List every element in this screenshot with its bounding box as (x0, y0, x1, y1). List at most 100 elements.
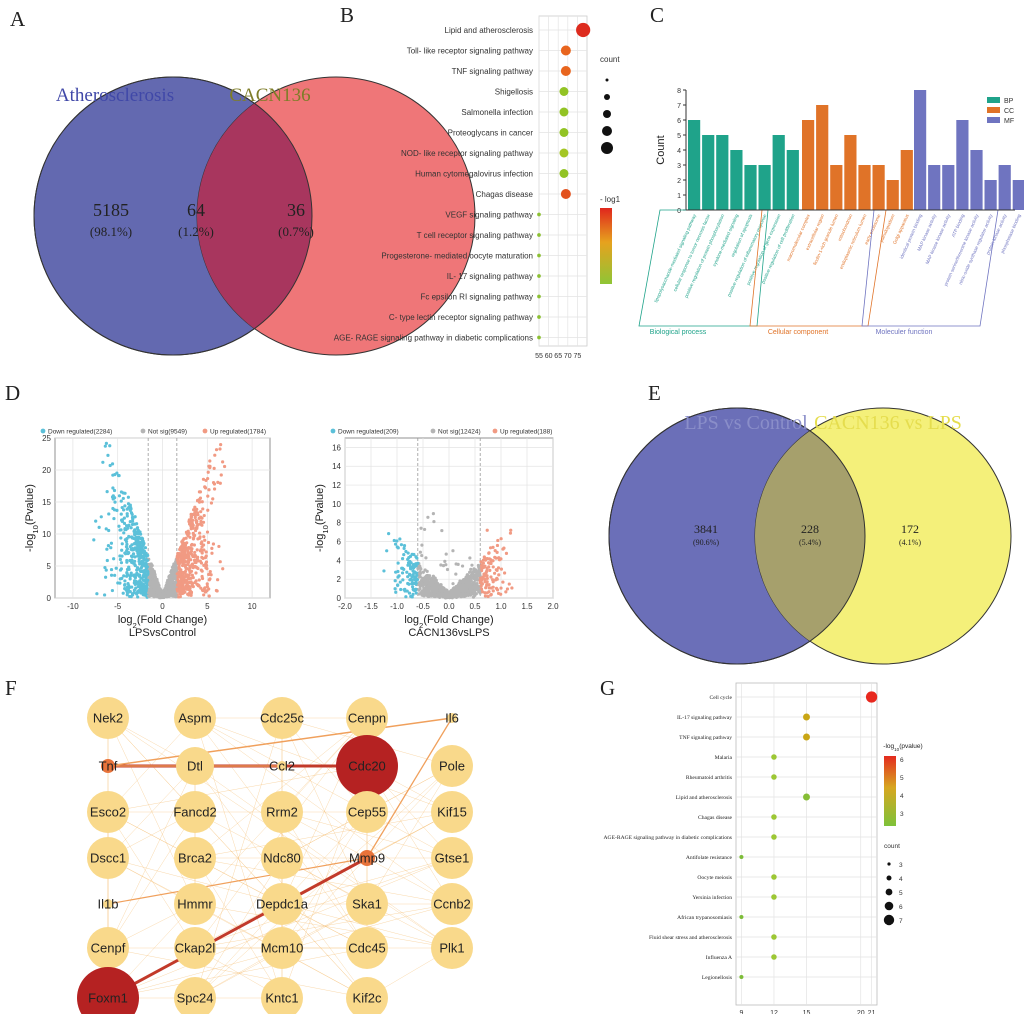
node-circle (101, 759, 115, 773)
volcano-point (177, 581, 181, 585)
volcano-point (420, 589, 424, 593)
volcano-point (140, 564, 145, 568)
network-node: Cdc25c (260, 697, 305, 739)
bubble-point (771, 874, 777, 880)
volcano-point (200, 500, 204, 504)
volcano-point (489, 575, 493, 579)
node-circle (261, 837, 303, 879)
volcano-point (421, 576, 425, 580)
node-circle (359, 850, 375, 866)
volcano-point (166, 594, 170, 598)
volcano-point (172, 564, 176, 569)
volcano-point (119, 567, 123, 571)
volcano-point (207, 488, 211, 492)
volcano-point (487, 551, 491, 555)
volcano-point (445, 591, 449, 595)
node-circle (431, 745, 473, 787)
panel-label-c: C (650, 3, 664, 27)
venn-e-left-pct: (90.6%) (693, 538, 719, 547)
volcano-point (133, 555, 137, 559)
volcano-point (130, 512, 134, 517)
volcano-point (175, 587, 179, 591)
x-tick-label: 9 (739, 1010, 743, 1014)
volcano-point (137, 584, 141, 588)
volcano-point (422, 594, 426, 598)
volcano-point (134, 542, 138, 546)
node-label: Ska1 (352, 897, 382, 912)
volcano-point (444, 563, 448, 567)
volcano-point (206, 508, 210, 512)
x-tick-label: -1.0 (390, 602, 404, 611)
x-tick-label: 2.0 (547, 602, 559, 611)
volcano-point (148, 566, 153, 570)
volcano-point (208, 569, 212, 574)
volcano-point (130, 555, 134, 559)
network-edge (194, 903, 453, 949)
volcano-point (393, 542, 398, 546)
volcano-point (487, 557, 492, 561)
volcano-point (203, 590, 208, 594)
node-label: Gtse1 (435, 851, 470, 866)
network-edge (107, 717, 453, 949)
volcano-point (395, 539, 399, 543)
volcano-point (135, 522, 139, 526)
y-tick-label: 16 (332, 443, 341, 452)
volcano-point (487, 590, 491, 594)
legend-dot (330, 428, 336, 434)
volcano-point (422, 586, 426, 590)
volcano-point (195, 548, 199, 552)
volcano-point (181, 570, 185, 575)
volcano-point (199, 515, 203, 519)
volcano-point (407, 572, 412, 577)
volcano-point (479, 584, 483, 588)
node-label: Tnf (99, 759, 118, 774)
volcano-point (123, 527, 127, 532)
volcano-point (146, 569, 150, 573)
volcano-point (418, 564, 422, 568)
volcano-point (471, 581, 476, 585)
bubble-point (865, 691, 878, 703)
volcano-point (419, 581, 424, 586)
volcano-point (428, 582, 432, 586)
volcano-point (192, 533, 196, 537)
node-label: Cenpn (348, 711, 386, 726)
legend-size-dot (605, 78, 609, 82)
volcano-point (397, 574, 401, 578)
volcano-point (112, 557, 116, 561)
bar (1012, 180, 1024, 210)
network-node: Pole (431, 745, 473, 787)
volcano-point (194, 571, 198, 575)
volcano-point (398, 580, 402, 584)
category-label: Chagas disease (476, 190, 534, 199)
volcano-point (192, 508, 197, 512)
volcano-point (454, 572, 458, 576)
volcano-point (118, 528, 122, 532)
volcano-point (162, 592, 167, 596)
volcano-point (134, 535, 139, 540)
volcano-point (421, 570, 425, 574)
volcano-point (433, 588, 437, 592)
volcano-point (468, 556, 472, 560)
volcano-point (440, 585, 445, 590)
volcano-point (214, 588, 219, 593)
node-label: Ccnb2 (433, 897, 471, 912)
volcano-point (115, 508, 119, 512)
volcano-point (118, 557, 123, 562)
volcano-point (138, 562, 142, 566)
volcano-point (113, 573, 117, 577)
volcano-point (205, 582, 209, 586)
volcano-point (141, 575, 145, 579)
category-label: Salmonella infection (461, 108, 533, 117)
volcano-point (151, 572, 155, 576)
volcano-point (402, 546, 406, 550)
volcano-point (166, 591, 170, 595)
volcano-point (178, 585, 182, 589)
node-circle (431, 883, 473, 925)
volcano-point (481, 575, 485, 579)
y-tick-label: 20 (42, 466, 51, 475)
volcano-point (212, 466, 216, 470)
volcano-point (445, 567, 450, 572)
legend-size-label: 6 (899, 904, 903, 911)
volcano-point (201, 520, 206, 524)
legend-size-dot (885, 888, 893, 896)
